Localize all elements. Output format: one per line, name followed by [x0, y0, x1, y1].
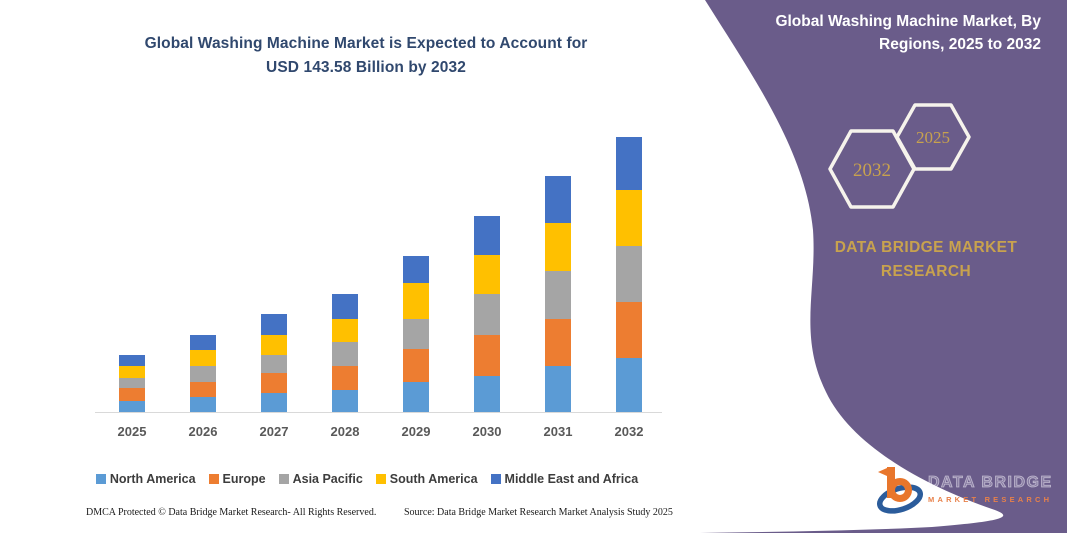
x-axis-label-2028: 2028: [330, 424, 360, 439]
hexagon-2032: [828, 129, 916, 209]
bar-segment-2028-south-america: [332, 318, 358, 342]
legend-swatch-icon: [208, 474, 219, 484]
legend-label: North America: [109, 472, 196, 486]
chart-legend: North America Europe Asia Pacific South Ame…: [58, 472, 676, 486]
legend-swatch-icon: [95, 474, 106, 484]
bar-segment-2027-north-america: [261, 393, 287, 413]
bar-segment-2027-europe: [261, 372, 287, 394]
x-axis-label-2030: 2030: [472, 424, 502, 439]
databridge-logo-subtitle: MARKET RESEARCH: [928, 495, 1053, 504]
x-axis-label-2031: 2031: [543, 424, 573, 439]
legend-swatch-icon: [375, 474, 386, 484]
bar-column-2028: [332, 294, 358, 414]
databridge-logo-icon: [877, 467, 923, 514]
bar-column-2031: [545, 176, 571, 413]
bar-segment-2031-asia-pacific: [545, 270, 571, 319]
bar-segment-2026-south-america: [190, 349, 216, 366]
bar-segment-2029-europe: [403, 348, 429, 383]
bar-segment-2032-europe: [616, 302, 642, 359]
chart-title-line2: USD 143.58 Billion by 2032: [266, 59, 466, 76]
footer-dmca-text: DMCA Protected © Data Bridge Market Rese…: [86, 507, 377, 518]
legend-item-north-america: North America: [95, 472, 196, 486]
bar-segment-2026-north-america: [190, 397, 216, 414]
legend-label: Europe: [222, 472, 266, 486]
legend-item-asia-pacific: Asia Pacific: [278, 472, 363, 486]
x-axis-label-2026: 2026: [188, 424, 218, 439]
bar-segment-2032-asia-pacific: [616, 246, 642, 303]
bar-segment-2031-europe: [545, 318, 571, 366]
bar-column-2025: [119, 355, 145, 413]
x-axis-line: [95, 412, 662, 413]
x-axis-label-2032: 2032: [614, 424, 644, 439]
legend-swatch-icon: [278, 474, 289, 484]
chart-title: Global Washing Machine Market is Expecte…: [62, 32, 670, 80]
bar-segment-2027-south-america: [261, 334, 287, 355]
legend-label: South America: [389, 472, 478, 486]
year-hexagons: 2025 2032: [828, 103, 971, 209]
x-axis-label-2025: 2025: [117, 424, 147, 439]
bar-column-2029: [403, 256, 429, 413]
bar-segment-2028-europe: [332, 365, 358, 390]
bar-segment-2029-north-america: [403, 382, 429, 413]
bar-segment-2032-middle-east-and-africa: [616, 137, 642, 191]
hexagon-2025-label: 2025: [916, 128, 950, 147]
bar-segment-2030-europe: [474, 334, 500, 376]
bar-column-2026: [190, 335, 216, 414]
bar-segment-2029-south-america: [403, 283, 429, 319]
legend-item-europe: Europe: [208, 472, 266, 486]
bar-segment-2031-south-america: [545, 223, 571, 271]
bar-segment-2031-north-america: [545, 365, 571, 413]
bar-column-2030: [474, 216, 500, 413]
bar-segment-2026-asia-pacific: [190, 365, 216, 382]
legend-swatch-icon: [490, 474, 501, 484]
bar-segment-2030-middle-east-and-africa: [474, 216, 500, 256]
bar-segment-2027-asia-pacific: [261, 354, 287, 373]
x-axis-label-2029: 2029: [401, 424, 431, 439]
panel-title-line2: Regions, 2025 to 2032: [879, 36, 1041, 53]
panel-title: Global Washing Machine Market, By Region…: [721, 10, 1051, 56]
bar-segment-2027-middle-east-and-africa: [261, 314, 287, 335]
bar-segment-2025-north-america: [119, 401, 145, 413]
bar-segment-2025-middle-east-and-africa: [119, 355, 145, 366]
bar-segment-2028-asia-pacific: [332, 341, 358, 366]
bar-segment-2025-south-america: [119, 365, 145, 379]
bar-segment-2028-north-america: [332, 389, 358, 414]
bar-segment-2028-middle-east-and-africa: [332, 294, 358, 319]
databridge-logo: DATA BRIDGE MARKET RESEARCH: [876, 458, 1061, 520]
legend-label: Asia Pacific: [292, 472, 363, 486]
bar-segment-2031-middle-east-and-africa: [545, 176, 571, 224]
bar-segment-2025-europe: [119, 388, 145, 402]
bar-segment-2026-middle-east-and-africa: [190, 335, 216, 350]
brand-text-line2: RESEARCH: [880, 263, 972, 280]
bar-column-2027: [261, 314, 287, 413]
bar-segment-2029-asia-pacific: [403, 318, 429, 349]
hexagon-2032-label: 2032: [853, 160, 891, 181]
databridge-logo-name: DATA BRIDGE: [928, 474, 1053, 492]
databridge-logo-words: DATA BRIDGE MARKET RESEARCH: [928, 474, 1053, 504]
bar-segment-2025-asia-pacific: [119, 378, 145, 389]
bar-segment-2032-south-america: [616, 190, 642, 247]
chart-title-line1: Global Washing Machine Market is Expecte…: [144, 35, 588, 52]
legend-item-south-america: South America: [375, 472, 478, 486]
panel-title-line1: Global Washing Machine Market, By: [775, 13, 1041, 30]
legend-item-middle-east-and-africa: Middle East and Africa: [490, 472, 639, 486]
bar-segment-2026-europe: [190, 381, 216, 398]
bar-segment-2030-south-america: [474, 255, 500, 295]
bar-segment-2032-north-america: [616, 358, 642, 414]
bar-segment-2030-asia-pacific: [474, 294, 500, 335]
x-axis-label-2027: 2027: [259, 424, 289, 439]
legend-label: Middle East and Africa: [504, 472, 639, 486]
footer-source-text: Source: Data Bridge Market Research Mark…: [404, 507, 673, 518]
brand-text-line1: DATA BRIDGE MARKET: [834, 239, 1018, 256]
bar-column-2032: [616, 137, 642, 414]
brand-text: DATA BRIDGE MARKET RESEARCH: [795, 236, 1057, 284]
bar-segment-2030-north-america: [474, 375, 500, 413]
bar-segment-2029-middle-east-and-africa: [403, 256, 429, 284]
